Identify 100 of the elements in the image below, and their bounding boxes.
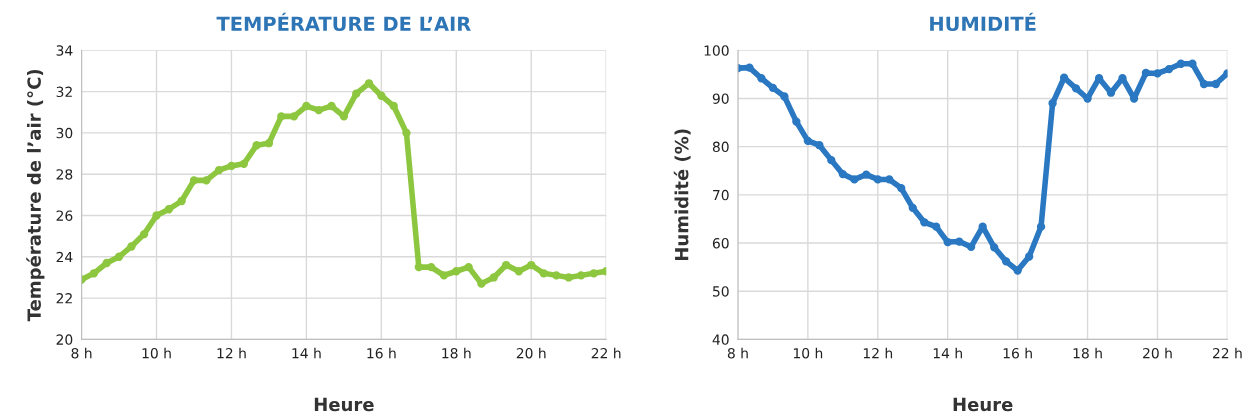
x-tick-label: 16 h [367,347,396,359]
point [452,267,461,276]
x-tick-label: 10 h [793,347,823,359]
point [202,176,211,185]
point [364,79,374,88]
point [277,112,286,121]
point [1036,222,1046,231]
point [1199,79,1209,89]
y-tick-label: 32 [56,86,72,98]
y-tick-label: 60 [712,237,729,249]
point [177,196,186,206]
y-tick-label: 70 [713,189,729,201]
y-tick-label: 30 [56,127,73,139]
x-tick-label: 12 h [863,347,893,359]
y-tick-label: 40 [712,334,729,345]
point [239,159,248,169]
point [214,165,224,175]
point [1211,79,1221,89]
y-tick-label: 24 [56,251,73,263]
point [803,136,813,146]
point [827,155,836,165]
point [990,243,999,252]
point [862,170,871,179]
point [1048,99,1057,108]
point [955,237,964,246]
point [501,260,511,270]
point [1188,59,1197,68]
y-tick-label: 100 [704,45,729,56]
x-tick-label: 16 h [1003,347,1032,359]
x-tick-label: 8 h [727,347,748,359]
point [885,175,894,184]
point [352,89,361,98]
chart-title: TEMPÉRATURE DE L’AIR [216,12,471,32]
y-tick-label: 22 [56,293,72,304]
x-tick-label: 14 h [933,347,962,359]
point [757,74,766,83]
point [514,267,524,276]
point [932,222,941,231]
point [745,63,754,72]
point [897,183,906,193]
point [252,141,261,150]
point [552,271,561,280]
point [1025,252,1034,261]
x-tick-label: 20 h [516,347,546,359]
point [1141,68,1151,78]
y-tick-label: 80 [712,141,729,153]
point [464,262,473,272]
x-tick-label: 18 h [1073,347,1102,359]
point [127,242,136,251]
x-tick-label: 14 h [292,347,321,359]
x-axis-title: Heure [314,397,374,412]
y-tick-label: 34 [56,45,73,56]
point [1013,266,1022,275]
y-axis-title: Humidité (%) [673,129,691,261]
y-tick-label: 20 [56,334,73,345]
point [89,269,99,278]
y-axis-title: Température de l’air (°C) [26,69,45,322]
x-tick-label: 12 h [217,347,246,359]
point [377,91,386,100]
x-tick-label: 8 h [71,347,92,359]
point [314,106,323,115]
y-tick-label: 90 [712,93,729,104]
y-tick-label: 26 [56,210,73,221]
point [966,242,976,252]
point [589,269,598,278]
point [873,175,882,184]
point [838,169,847,179]
point [189,176,199,185]
point [792,117,801,126]
point [920,218,929,227]
point [1001,257,1011,266]
point [264,139,274,148]
point [327,101,336,111]
point [768,83,778,93]
y-tick-label: 50 [713,286,729,297]
y-tick-label: 28 [56,169,73,180]
point [477,279,486,288]
point [1164,64,1174,74]
x-tick-label: 20 h [1143,347,1172,359]
point [943,237,952,247]
point [780,92,789,101]
point [1153,69,1162,78]
x-tick-label: 22 h [591,347,621,359]
point [564,273,573,282]
point [850,175,859,184]
point [227,161,236,171]
point [139,229,149,239]
point [102,258,111,268]
x-tick-label: 10 h [142,347,171,359]
x-axis-title: Heure [953,397,1013,412]
point [389,101,398,111]
point [1176,59,1186,68]
point [114,252,124,261]
x-tick-label: 22 h [1212,347,1242,359]
point [439,271,449,280]
point [414,262,423,272]
point [527,260,536,270]
point [164,205,174,214]
point [539,269,548,278]
point [576,271,586,280]
